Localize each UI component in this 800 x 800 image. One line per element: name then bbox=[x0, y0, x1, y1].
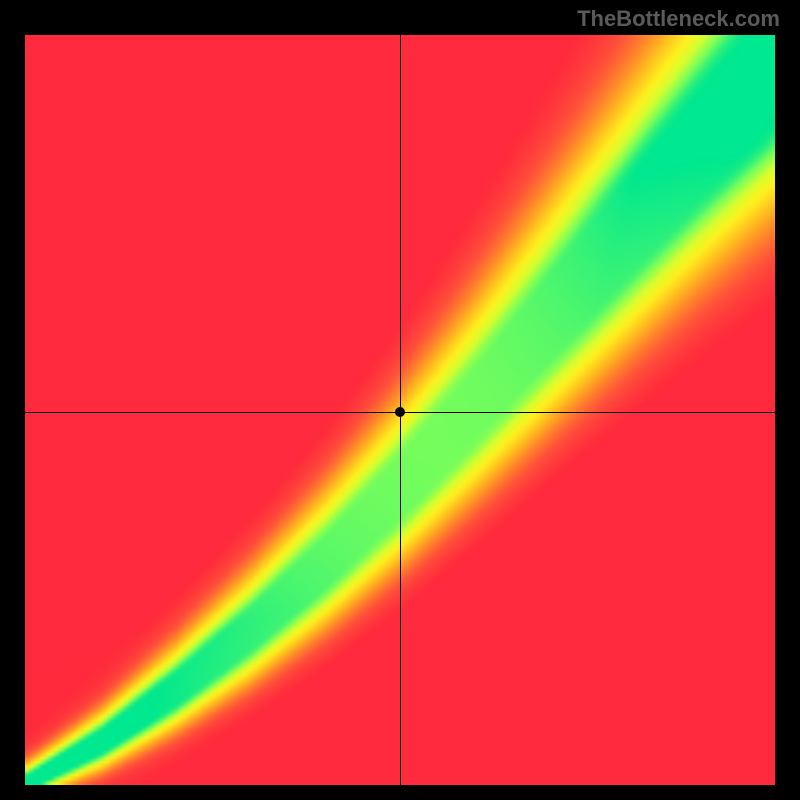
chart-container: TheBottleneck.com bbox=[0, 0, 800, 800]
marker-dot bbox=[395, 407, 405, 417]
heatmap-plot bbox=[25, 35, 775, 785]
watermark-text: TheBottleneck.com bbox=[577, 6, 780, 32]
